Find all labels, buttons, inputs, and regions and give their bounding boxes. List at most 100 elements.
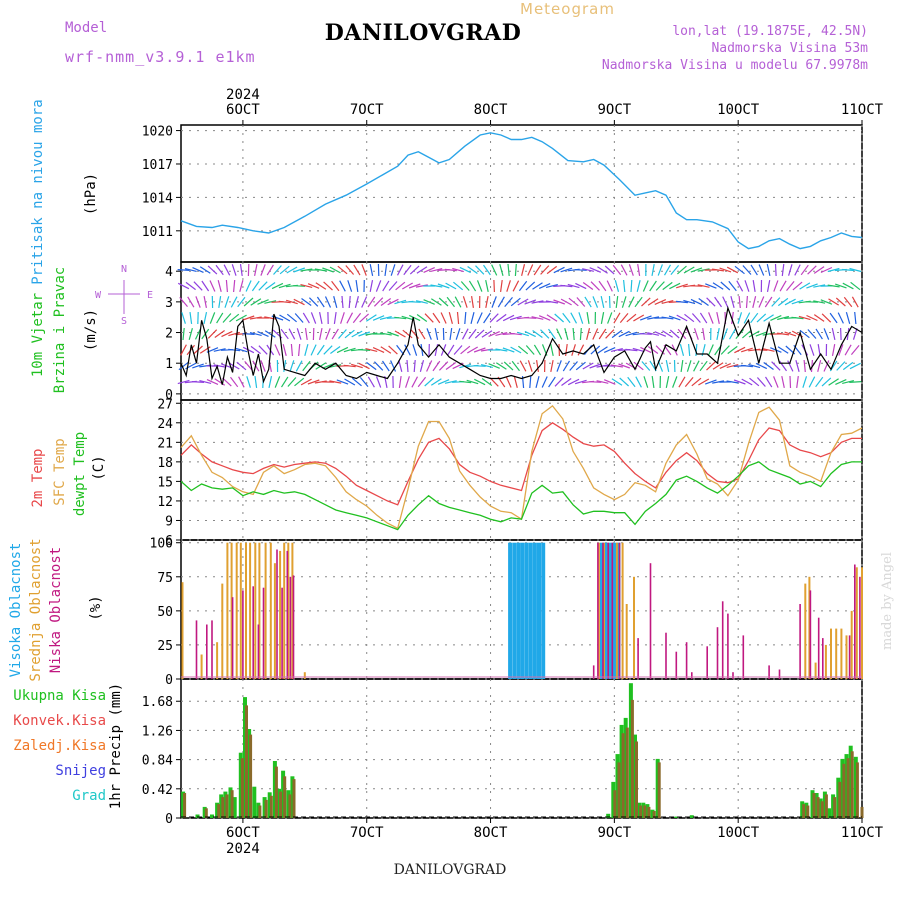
wind-arrow (517, 331, 529, 337)
low-cloud-bar (292, 575, 295, 679)
low-cloud-bar (817, 617, 820, 679)
wind-arrow (683, 266, 695, 274)
wind-arrow (734, 265, 745, 275)
wind-arrow (781, 263, 785, 277)
convective-precip-bar (230, 790, 234, 818)
wind-arrow (774, 263, 777, 277)
wind-arrow (493, 279, 495, 293)
wind-arrow (390, 360, 397, 372)
wind-arrow (432, 360, 441, 372)
wind-arrow (394, 330, 406, 338)
mid-cloud-bar (283, 542, 286, 679)
wind-arrow (338, 329, 347, 339)
wind-arrow (614, 280, 620, 292)
mid-cloud-bar (840, 628, 843, 679)
total-precip-bar (611, 781, 616, 818)
high-cloud-bar (532, 542, 537, 679)
low-cloud-bar (637, 638, 639, 679)
wind-arrow (750, 312, 759, 324)
wind-arrow (513, 376, 518, 388)
wind-arrow (787, 360, 794, 372)
convective-precip-bar (258, 805, 262, 818)
wind-arrow (329, 266, 341, 274)
wind-arrow (485, 295, 489, 309)
wind-arrow (279, 265, 290, 275)
total-precip-bar (228, 787, 233, 818)
wind-arrow (820, 266, 833, 274)
wind-arrow (736, 280, 744, 292)
wind-arrow (763, 314, 774, 322)
wind-arrow (706, 361, 716, 371)
wind-arrow (672, 376, 678, 388)
wind-arrow (556, 328, 563, 340)
wind-arrow (365, 314, 377, 322)
wind-arrow (670, 265, 680, 275)
wind-arrow (560, 298, 572, 306)
wind-arrow (843, 296, 853, 308)
wind-arrow (845, 312, 851, 324)
wind-arrow (388, 345, 398, 355)
wind-arrow (310, 344, 317, 356)
convective-precip-bar (625, 727, 629, 818)
wind-arrow (676, 283, 688, 289)
temp-dew-axis-label: dewpt Temp (72, 432, 88, 516)
wind-arrow (279, 314, 291, 322)
wind-arrow (651, 376, 655, 388)
wind-arrow (264, 316, 277, 320)
mid-cloud-bar (258, 542, 261, 679)
total-precip-bar (286, 790, 291, 818)
wind-arrow (500, 280, 503, 292)
wind-arrow (218, 296, 222, 308)
compass-s-label: S (121, 316, 127, 327)
wind-arrow (697, 268, 710, 272)
convective-precip-bar (657, 762, 661, 818)
station-title: DANILOVGRAD (324, 20, 522, 46)
wind-arrow (640, 346, 652, 354)
y-tick-label: 1 (165, 357, 173, 372)
wind-arrow (781, 375, 785, 389)
wind-arrow (245, 280, 252, 292)
wind-arrow (690, 267, 703, 273)
wind-arrow (467, 266, 478, 274)
mid-cloud-bar (615, 542, 618, 679)
convective-precip-bar (812, 793, 816, 818)
wind-arrow (473, 365, 486, 367)
wind-arrow (251, 280, 260, 292)
wind-arrow (372, 347, 385, 353)
wind-arrow (726, 266, 739, 274)
wind-arrow (589, 267, 602, 273)
wind-arrow (838, 344, 844, 356)
convective-precip-bar (806, 805, 810, 818)
wind-arrow (426, 328, 432, 340)
total-precip-bar (674, 816, 679, 818)
wind-arrow (510, 346, 522, 354)
wind-arrow (209, 280, 216, 292)
wind-arrow (784, 298, 796, 306)
wind-arrow (720, 281, 731, 291)
wind-arrow (322, 267, 334, 273)
wind-arrow (567, 283, 580, 289)
wind-arrow (722, 296, 729, 308)
mid-cloud-bar (814, 662, 817, 679)
temp-dew-line (180, 461, 862, 531)
wind-arrow (238, 376, 245, 388)
wind-arrow (185, 281, 196, 291)
low-cloud-bar (706, 646, 708, 679)
mid-cloud-bar (216, 642, 219, 679)
y-tick-label: 0 (165, 673, 173, 688)
wind-arrow (807, 265, 817, 275)
wind-arrow (266, 264, 274, 276)
wind-arrow (307, 283, 320, 289)
wind-arrow (519, 360, 527, 372)
wind-arrow (727, 345, 738, 355)
mid-cloud-bar (835, 628, 838, 679)
wind-arrow (578, 312, 584, 324)
wind-arrow (359, 377, 369, 387)
wind-arrow (665, 359, 670, 373)
wind-arrow (260, 264, 266, 276)
wind-arrow (628, 264, 634, 276)
wind-arrow (390, 264, 396, 276)
wind-arrow (586, 328, 591, 340)
wind-arrow (452, 267, 464, 273)
wind-arrow (586, 312, 590, 324)
